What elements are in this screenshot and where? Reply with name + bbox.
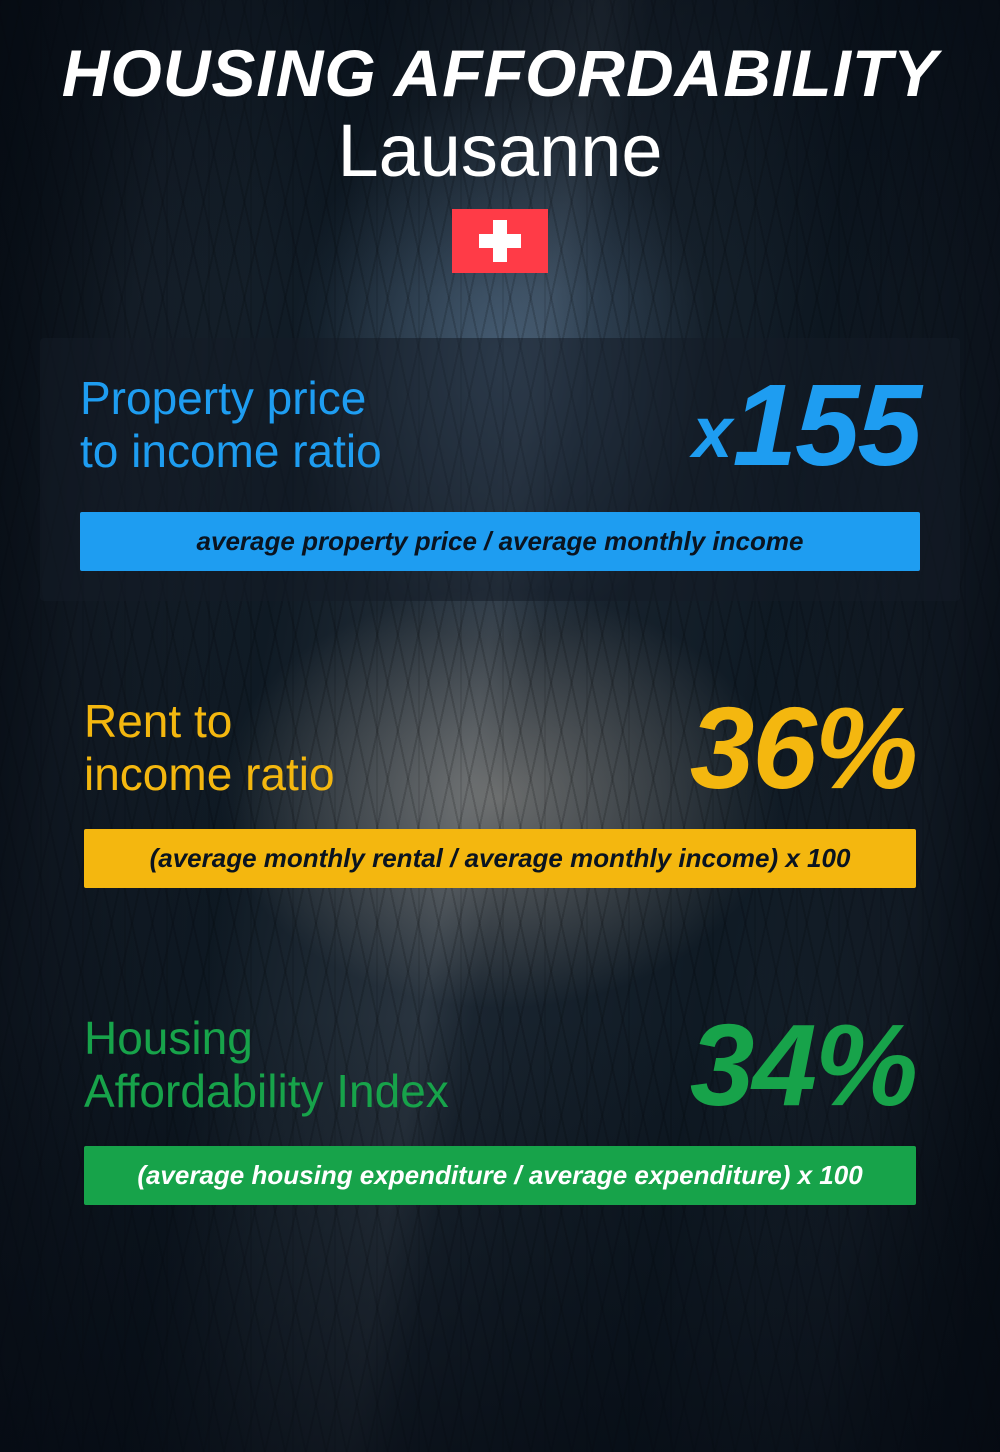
metric-row: Property price to income ratio x155 xyxy=(80,372,920,478)
metric-row: Housing Affordability Index 34% xyxy=(84,1012,916,1118)
metric-label: Property price to income ratio xyxy=(80,372,382,478)
metric-value: 34% xyxy=(690,1013,916,1117)
metric-value: x155 xyxy=(692,373,920,477)
header: HOUSING AFFORDABILITY Lausanne xyxy=(40,40,960,278)
metric-value-number: 36% xyxy=(690,683,916,813)
metric-card-rent: Rent to income ratio 36% (average monthl… xyxy=(40,661,960,918)
metric-card-property-price: Property price to income ratio x155 aver… xyxy=(40,338,960,601)
metric-label: Rent to income ratio xyxy=(84,695,335,801)
formula-bar: (average housing expenditure / average e… xyxy=(84,1146,916,1205)
metric-label: Housing Affordability Index xyxy=(84,1012,449,1118)
metric-value-number: 155 xyxy=(732,360,920,490)
metric-row: Rent to income ratio 36% xyxy=(84,695,916,801)
metric-value-number: 34% xyxy=(690,1000,916,1130)
flag-switzerland-icon xyxy=(452,209,548,273)
metric-card-affordability-index: Housing Affordability Index 34% (average… xyxy=(40,978,960,1235)
page-subtitle: Lausanne xyxy=(40,110,960,191)
formula-bar: average property price / average monthly… xyxy=(80,512,920,571)
content: HOUSING AFFORDABILITY Lausanne Property … xyxy=(0,0,1000,1452)
metric-value-prefix: x xyxy=(692,393,732,473)
flag-cross-v xyxy=(493,220,507,262)
metric-value: 36% xyxy=(690,696,916,800)
formula-bar: (average monthly rental / average monthl… xyxy=(84,829,916,888)
page-title: HOUSING AFFORDABILITY xyxy=(40,40,960,106)
